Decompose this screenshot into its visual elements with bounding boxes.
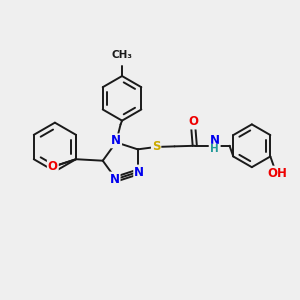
Text: N: N <box>134 166 144 178</box>
Text: CH₃: CH₃ <box>112 50 133 60</box>
Text: O: O <box>188 116 198 128</box>
Text: N: N <box>111 134 121 147</box>
Text: O: O <box>48 160 58 173</box>
Text: OH: OH <box>267 167 287 180</box>
Text: N: N <box>210 134 220 147</box>
Text: H: H <box>210 144 219 154</box>
Text: S: S <box>152 140 161 154</box>
Text: N: N <box>110 172 120 186</box>
